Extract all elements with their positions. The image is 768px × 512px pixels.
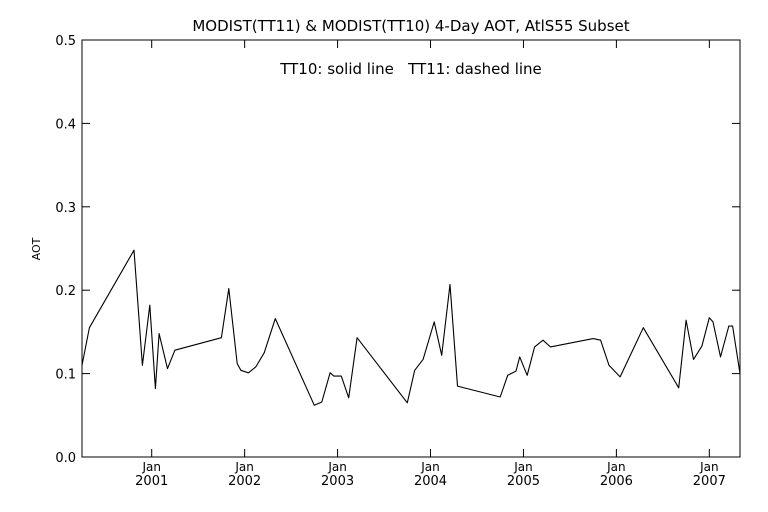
x-tick-month-label: Jan <box>234 460 254 474</box>
x-tick-year-label: 2006 <box>600 474 633 489</box>
x-tick-month-label: Jan <box>327 460 347 474</box>
x-tick-year-label: 2005 <box>507 474 540 489</box>
series-line-tt10 <box>81 249 741 406</box>
x-tick-year-label: 2007 <box>693 474 726 489</box>
line-style-annotation: TT10: solid line TT11: dashed line <box>279 60 542 78</box>
x-tick-month-label: Jan <box>699 460 719 474</box>
x-tick-month-label: Jan <box>420 460 440 474</box>
y-axis-label: AOT <box>30 237 43 260</box>
plot-frame <box>81 39 741 458</box>
series-group <box>81 249 741 406</box>
y-tick-label: 0.1 <box>55 368 76 383</box>
x-tick-month-label: Jan <box>606 460 626 474</box>
y-tick-label: 0.4 <box>55 117 76 132</box>
x-tick-year-label: 2004 <box>414 474 447 489</box>
chart-title: MODIST(TT11) & MODIST(TT10) 4-Day AOT, A… <box>192 17 629 35</box>
x-tick-year-label: 2002 <box>228 474 261 489</box>
x-tick-year-label: 2001 <box>135 474 168 489</box>
y-tick-label: 0.0 <box>55 451 76 466</box>
y-tick-label: 0.5 <box>55 34 76 49</box>
x-tick-year-label: 2003 <box>321 474 354 489</box>
x-tick-month-label: Jan <box>513 460 533 474</box>
x-axis: Jan2001Jan2002Jan2003Jan2004Jan2005Jan20… <box>135 40 726 489</box>
y-tick-label: 0.2 <box>55 284 76 299</box>
y-axis: 0.0 0.1 0.2 0.3 0.4 0.5 <box>55 34 740 466</box>
x-tick-month-label: Jan <box>141 460 161 474</box>
y-tick-label: 0.3 <box>55 201 76 216</box>
